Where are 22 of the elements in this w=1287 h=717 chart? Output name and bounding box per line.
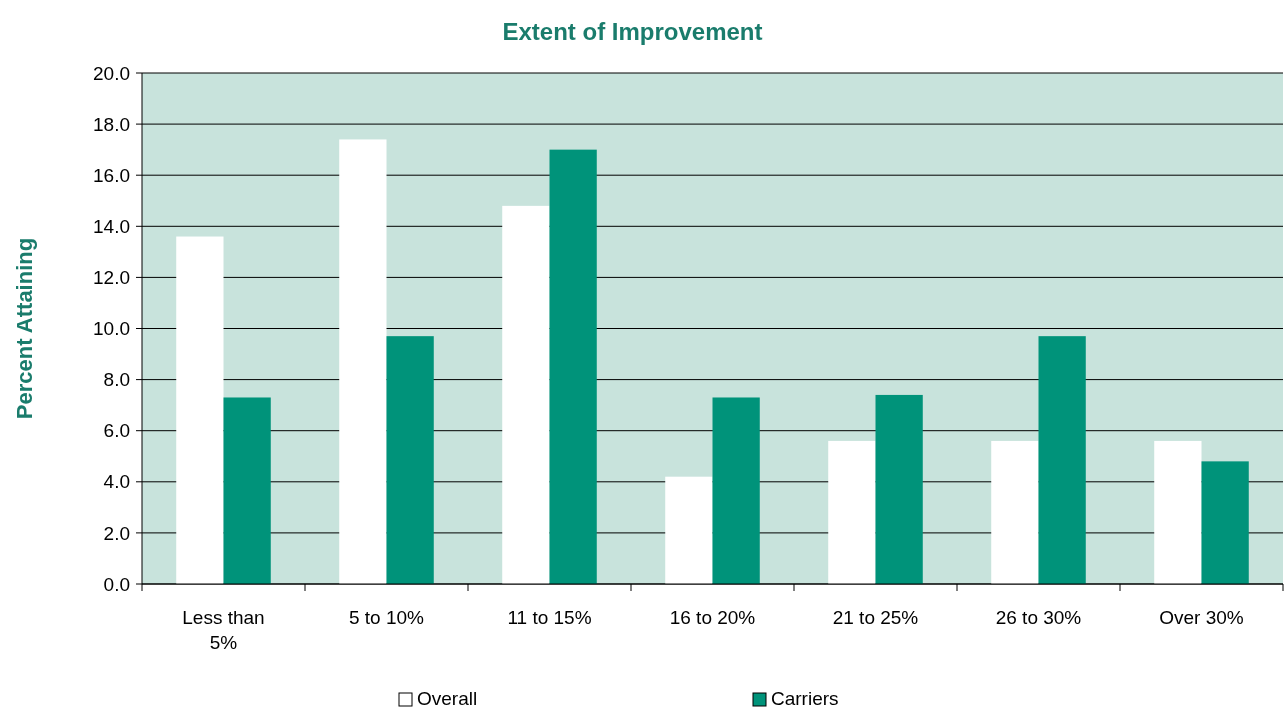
x-tick-label: 21 to 25% [832, 607, 919, 628]
y-tick-label: 18.0 [93, 113, 130, 135]
y-tick-label: 12.0 [93, 267, 130, 289]
legend-label: Overall [417, 688, 478, 709]
y-tick-label: 4.0 [103, 471, 130, 493]
y-tick-label: 14.0 [93, 215, 130, 237]
y-tick-label: 8.0 [103, 369, 130, 391]
y-axis-title: Percent Attaining [12, 237, 37, 420]
y-tick-label: 2.0 [103, 522, 130, 544]
y-tick-label: 10.0 [93, 318, 130, 340]
y-tick-label: 16.0 [93, 164, 130, 186]
x-tick-label: 11 to 15% [507, 607, 592, 628]
y-tick-label: 6.0 [103, 420, 130, 442]
y-tick-label: 20.0 [93, 62, 130, 84]
y-tick-label: 0.0 [103, 573, 130, 595]
x-tick-label: 26 to 30% [995, 607, 1082, 628]
chart-title: Extent of Improvement [502, 18, 763, 45]
legend-label: Carriers [771, 688, 839, 709]
x-tick-label: Over 30% [1159, 607, 1244, 628]
x-tick-label: 16 to 20% [669, 607, 756, 628]
x-tick-label: 5 to 10% [349, 607, 425, 628]
x-tick-label: Less than 5% [182, 607, 265, 653]
